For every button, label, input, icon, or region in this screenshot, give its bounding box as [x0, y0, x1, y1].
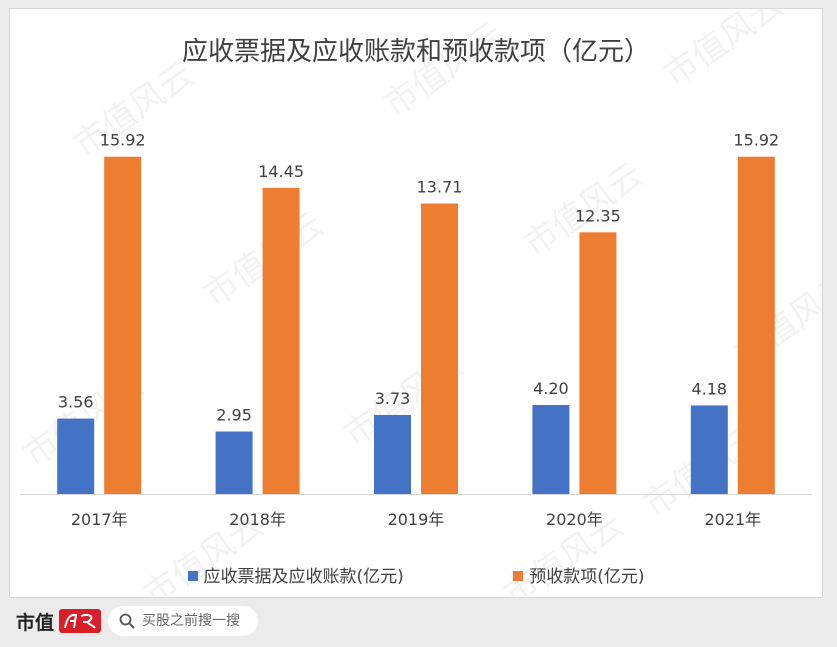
- bar-receivables-4: [690, 405, 728, 494]
- bar-advances-2: [421, 203, 458, 494]
- data-label: 4.18: [691, 379, 727, 398]
- search-icon: [119, 613, 135, 629]
- bar-advances-0: [104, 156, 142, 494]
- chart-title: 应收票据及应收账款和预收款项（亿元）: [181, 37, 650, 67]
- search-placeholder: 买股之前搜一搜: [142, 613, 240, 629]
- search-input[interactable]: 买股之前搜一搜: [108, 606, 258, 636]
- x-tick-label: 2017年: [71, 510, 128, 529]
- data-label: 2.95: [216, 405, 252, 424]
- bar-receivables-1: [215, 431, 253, 494]
- data-label: 3.56: [58, 393, 94, 412]
- data-label: 14.45: [258, 162, 304, 181]
- bar-receivables-0: [57, 418, 95, 494]
- x-tick-label: 2019年: [388, 510, 445, 529]
- data-label: 4.20: [533, 379, 569, 398]
- legend-label-advances: 预收款项(亿元): [529, 567, 645, 587]
- bar-advances-3: [579, 232, 617, 494]
- data-label: 15.92: [100, 131, 146, 150]
- legend-swatch-receivables: [187, 571, 198, 581]
- bar-receivables-2: [374, 414, 411, 494]
- data-label: 12.35: [575, 206, 621, 225]
- legend-swatch-advances: [513, 571, 524, 581]
- x-tick-label: 2018年: [229, 510, 286, 529]
- legend-item-receivables: 应收票据及应收账款(亿元): [187, 562, 404, 587]
- brand-seal-logo: [59, 609, 101, 633]
- data-label: 13.71: [417, 178, 463, 197]
- x-tick-label: 2021年: [704, 510, 761, 529]
- x-tick-label: 2020年: [546, 510, 603, 529]
- bar-advances-1: [262, 187, 300, 494]
- bar-advances-4: [737, 156, 775, 494]
- data-label: 15.92: [733, 131, 779, 150]
- chart-legend: 应收票据及应收账款(亿元) 预收款项(亿元): [10, 562, 822, 587]
- legend-label-receivables: 应收票据及应收账款(亿元): [203, 567, 404, 587]
- bar-chart-plot: 市值风云市值风云市值风云市值风云市值风云市值风云市值风云市值风云市值风云市值风云…: [17, 9, 822, 597]
- footer-bar: 市值 买股之前搜一搜: [0, 602, 837, 647]
- bar-receivables-3: [532, 405, 570, 494]
- watermark-text: 市值风云: [377, 15, 511, 126]
- legend-item-advances: 预收款项(亿元): [513, 562, 644, 587]
- brand-logo-text: 市值: [16, 612, 55, 634]
- data-label: 3.73: [375, 389, 411, 408]
- watermark-text: 市值风云: [657, 9, 791, 95]
- chart-card: 应收票据及应收账款和预收款项（亿元） 市值风云 市值风云 市值风云 市值风云 市值风云市…: [9, 8, 823, 598]
